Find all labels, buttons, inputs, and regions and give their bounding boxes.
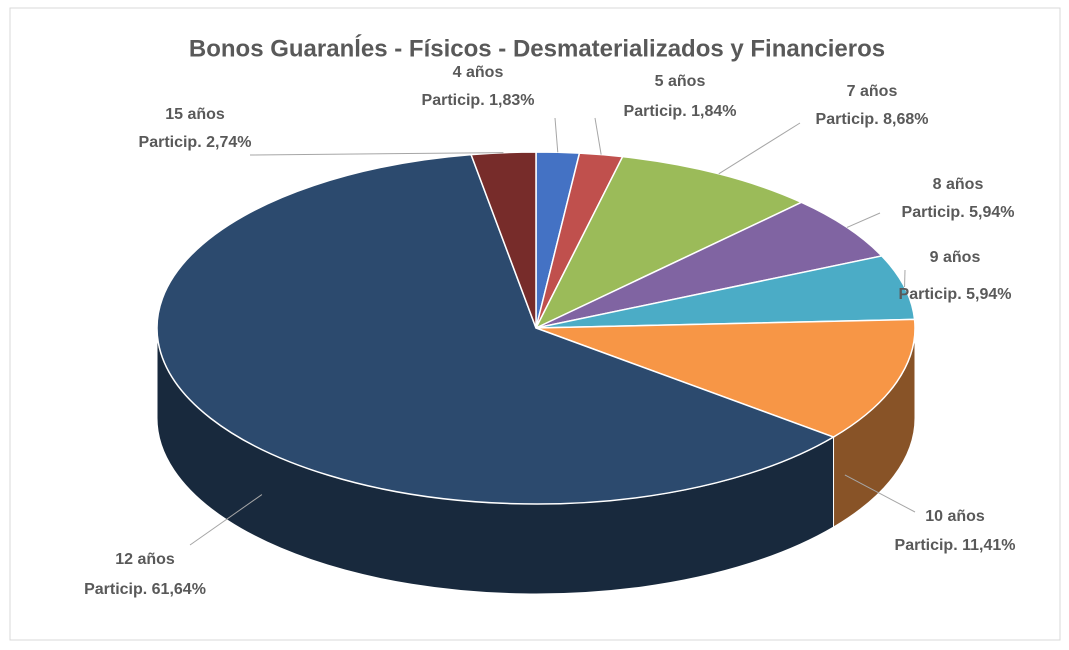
leader-line — [249, 152, 504, 156]
pie-slice — [535, 201, 884, 329]
chart-title: Bonos Guaranĺes - Físicos - Desmateriali… — [189, 33, 885, 62]
pie-slice — [534, 155, 804, 330]
data-label-value: Particip. 2,74% — [139, 134, 252, 151]
data-label-value: Particip. 1,83% — [422, 92, 535, 109]
data-label-name: 15 años — [165, 106, 225, 123]
data-label-value: Particip. 61,64% — [84, 581, 206, 598]
leader-line — [189, 494, 263, 546]
data-label-name: 9 años — [930, 249, 981, 266]
pie-slice — [535, 255, 916, 329]
leader-line — [844, 474, 916, 513]
data-label-value: Particip. 8,68% — [816, 111, 929, 128]
pie-slice — [535, 318, 916, 438]
data-label-name: 8 años — [933, 176, 984, 193]
leader-line — [718, 122, 801, 175]
data-label-name: 7 años — [847, 83, 898, 100]
leader-line — [554, 117, 559, 153]
data-label-value: Particip. 1,84% — [624, 103, 737, 120]
pie-slice — [156, 153, 836, 505]
data-label-value: Particip. 5,94% — [899, 286, 1012, 303]
data-label-value: Particip. 11,41% — [895, 537, 1016, 554]
data-label-value: Particip. 5,94% — [902, 204, 1015, 221]
data-label-name: 4 años — [453, 64, 504, 81]
data-label-name: 12 años — [115, 551, 175, 568]
data-label-name: 5 años — [655, 73, 706, 90]
pie-slice — [470, 151, 537, 329]
data-label-name: 10 años — [925, 508, 985, 525]
leader-line — [594, 117, 602, 155]
leader-line — [846, 212, 881, 228]
